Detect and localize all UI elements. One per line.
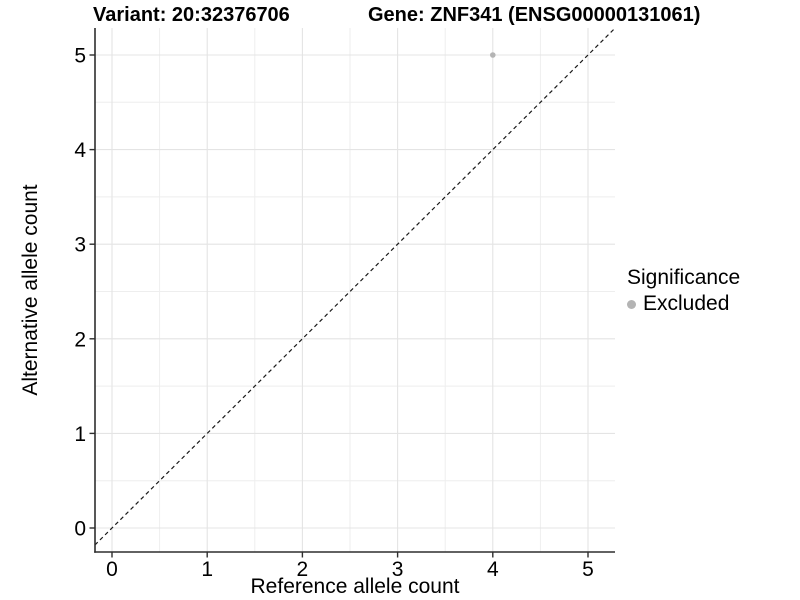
- y-axis-title: Alternative allele count: [19, 184, 42, 396]
- data-point-excluded: [490, 52, 496, 58]
- variant-title: Variant: 20:32376706: [93, 4, 290, 26]
- gene-title: Gene: ZNF341 (ENSG00000131061): [368, 4, 701, 26]
- legend-entry-label: Excluded: [643, 292, 730, 316]
- excluded-point-swatch-icon: [627, 299, 636, 309]
- y-tick-label: 2: [74, 328, 86, 351]
- y-tick-label: 3: [74, 234, 86, 257]
- x-tick-label: 2: [297, 558, 309, 581]
- y-tick-label: 0: [74, 518, 86, 541]
- x-tick-label: 0: [106, 558, 118, 581]
- identity-dashed-line: [94, 28, 616, 546]
- x-axis-title: Reference allele count: [250, 575, 460, 598]
- legend-entry-excluded: Excluded: [627, 292, 740, 316]
- y-tick-label: 5: [74, 45, 86, 68]
- x-tick-label: 1: [201, 558, 213, 581]
- y-tick-label: 4: [74, 139, 86, 162]
- x-tick-label: 3: [392, 558, 404, 581]
- legend: Significance Excluded: [627, 266, 740, 316]
- x-tick-label: 5: [582, 558, 594, 581]
- x-tick-label: 4: [487, 558, 499, 581]
- legend-title: Significance: [627, 266, 741, 289]
- y-tick-label: 1: [74, 423, 86, 446]
